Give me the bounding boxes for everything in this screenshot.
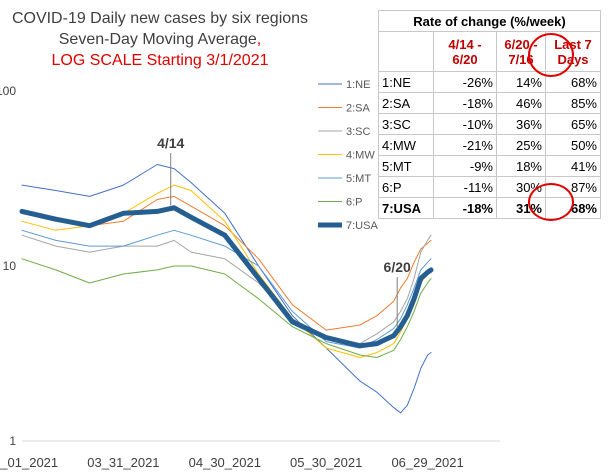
chart-title-line-1: COVID-19 Daily new cases by six regions xyxy=(11,10,309,27)
table-row: 5:MT -9% 18% 41% xyxy=(378,155,601,177)
chart-title-line-2: Seven-Day Moving Average, xyxy=(58,31,262,48)
legend-label: 7:USA xyxy=(346,220,378,232)
table-title: Rate of change (%/week) xyxy=(378,10,601,32)
x-tick-label: 03_31_2021 xyxy=(87,455,159,470)
table-cell: 30% xyxy=(496,176,546,198)
table-cell: -21% xyxy=(433,134,497,156)
table-cell: 41% xyxy=(545,155,601,177)
table-row: 4:MW -21% 25% 50% xyxy=(378,134,601,156)
series-lines xyxy=(19,164,434,414)
legend: 1:NE 2:SA 3:SC 4:MW 5:MT 6:P 7:USA xyxy=(318,79,378,232)
x-tick-label: 03_01_2021 xyxy=(0,455,58,470)
y-tick-label: 1 xyxy=(9,434,16,448)
table-cell: -18% xyxy=(433,197,497,219)
table-cell: -18% xyxy=(433,92,497,114)
table-cell-region: 6:P xyxy=(378,176,434,198)
table-cell-region: 7:USA xyxy=(378,197,434,219)
table-cell: -9% xyxy=(433,155,497,177)
series-line-1 xyxy=(21,164,432,414)
annotation-label: 4/14 xyxy=(157,135,184,151)
series-line-5 xyxy=(21,229,432,349)
table-cell: -10% xyxy=(433,113,497,135)
table-cell: 25% xyxy=(496,134,546,156)
table-title-row: Rate of change (%/week) xyxy=(378,10,601,32)
table-row: 2:SA -18% 46% 85% xyxy=(378,92,601,114)
table-row: 1:NE -26% 14% 68% xyxy=(378,71,601,93)
y-tick-label: 10 xyxy=(3,259,17,273)
series-line-2 xyxy=(21,195,432,331)
axes: 100 10 1 03_01_2021 03_31_2021 04_30_2021 05_3… xyxy=(0,84,500,470)
table-header-empty xyxy=(378,31,434,72)
table-header-col-1: 4/14 -6/20 xyxy=(433,31,497,72)
x-tick-label: 06_29_2021 xyxy=(391,455,463,470)
table-cell: -26% xyxy=(433,71,497,93)
legend-label: 1:NE xyxy=(346,79,370,91)
legend-label: 5:MT xyxy=(346,173,371,185)
table-header-row: 4/14 -6/20 6/20 -7/16 Last 7 Days xyxy=(378,31,601,72)
table-cell: 46% xyxy=(496,92,546,114)
table-cell-region: 3:SC xyxy=(378,113,434,135)
table-cell: 18% xyxy=(496,155,546,177)
table-header-col-3: Last 7 Days xyxy=(545,31,601,72)
table-cell-region: 4:MW xyxy=(378,134,434,156)
table-cell: 65% xyxy=(545,113,601,135)
series-line-7 xyxy=(19,205,434,349)
table-row: 6:P -11% 30% 87% xyxy=(378,176,601,198)
table-cell: 68% xyxy=(545,71,601,93)
table-cell: 68% xyxy=(545,197,601,219)
legend-label: 6:P xyxy=(346,197,363,209)
x-tick-label: 04_30_2021 xyxy=(189,455,261,470)
rate-of-change-table: Rate of change (%/week) 4/14 -6/20 6/20 … xyxy=(378,10,601,219)
table-row-usa: 7:USA -18% 31% 68% xyxy=(378,197,601,219)
series-line-4 xyxy=(21,184,432,358)
table-cell-region: 5:MT xyxy=(378,155,434,177)
table-cell-region: 2:SA xyxy=(378,92,434,114)
series-line-3 xyxy=(21,234,432,345)
legend-label: 3:SC xyxy=(346,126,371,138)
table-row: 3:SC -10% 36% 65% xyxy=(378,113,601,135)
table-cell-region: 1:NE xyxy=(378,71,434,93)
annotations: 4/14 6/20 xyxy=(157,135,411,329)
x-tick-label: 05_30_2021 xyxy=(290,455,362,470)
table-cell: -11% xyxy=(433,176,497,198)
chart-title-line-3: LOG SCALE Starting 3/1/2021 xyxy=(51,52,269,69)
table-cell: 87% xyxy=(545,176,601,198)
y-tick-label: 100 xyxy=(0,84,16,98)
table-cell: 50% xyxy=(545,134,601,156)
annotation-label: 6/20 xyxy=(384,259,411,275)
table-cell: 36% xyxy=(496,113,546,135)
series-line-6 xyxy=(21,258,432,358)
table-cell: 85% xyxy=(545,92,601,114)
legend-label: 2:SA xyxy=(346,103,371,115)
table-header-col-2: 6/20 -7/16 xyxy=(496,31,546,72)
legend-label: 4:MW xyxy=(346,150,375,162)
table-cell: 14% xyxy=(496,71,546,93)
table-cell: 31% xyxy=(496,197,546,219)
